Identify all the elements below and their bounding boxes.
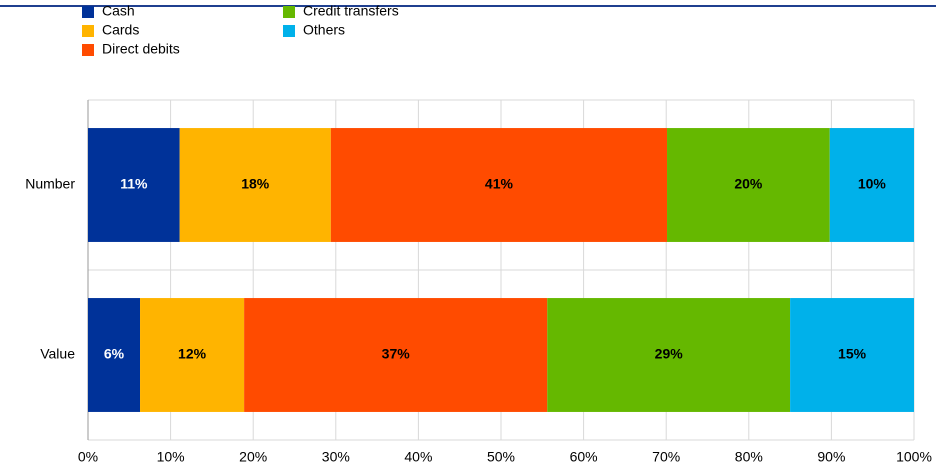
- legend-swatch: [82, 25, 94, 37]
- bar-segment: [667, 128, 830, 242]
- x-tick-label: 100%: [896, 449, 932, 465]
- legend-label: Others: [303, 22, 345, 38]
- bar-segment: [88, 128, 180, 242]
- x-tick-label: 40%: [404, 449, 432, 465]
- x-tick-label: 70%: [652, 449, 680, 465]
- data-label: 15%: [838, 346, 867, 362]
- data-label: 6%: [104, 346, 125, 362]
- x-tick-label: 0%: [78, 449, 98, 465]
- x-tick-label: 60%: [570, 449, 598, 465]
- y-tick-label: Number: [25, 176, 75, 192]
- x-tick-label: 90%: [817, 449, 845, 465]
- data-label: 29%: [655, 346, 684, 362]
- data-label: 20%: [734, 176, 763, 192]
- legend-label: Cards: [102, 22, 139, 38]
- y-tick-label: Value: [40, 346, 75, 362]
- legend-label: Direct debits: [102, 41, 180, 57]
- x-tick-label: 30%: [322, 449, 350, 465]
- legend-swatch: [283, 25, 295, 37]
- data-label: 12%: [178, 346, 207, 362]
- bar-segment: [547, 298, 791, 412]
- bar-segment: [244, 298, 548, 412]
- x-tick-label: 10%: [157, 449, 185, 465]
- legend-swatch: [82, 44, 94, 56]
- data-label: 18%: [241, 176, 270, 192]
- legend-swatch: [82, 6, 94, 18]
- bar-segment: [330, 128, 668, 242]
- x-tick-label: 80%: [735, 449, 763, 465]
- bar-segment: [179, 128, 331, 242]
- legend-label: Cash: [102, 3, 135, 19]
- data-label: 10%: [858, 176, 887, 192]
- bar-segment: [140, 298, 245, 412]
- data-label: 11%: [120, 176, 148, 192]
- x-tick-label: 50%: [487, 449, 515, 465]
- bar-segment: [88, 298, 141, 412]
- data-label: 37%: [382, 346, 411, 362]
- data-label: 41%: [485, 176, 514, 192]
- bar-segment: [829, 128, 914, 242]
- legend-label: Credit transfers: [303, 3, 399, 19]
- legend-swatch: [283, 6, 295, 18]
- x-tick-label: 20%: [239, 449, 267, 465]
- bar-segment: [790, 298, 914, 412]
